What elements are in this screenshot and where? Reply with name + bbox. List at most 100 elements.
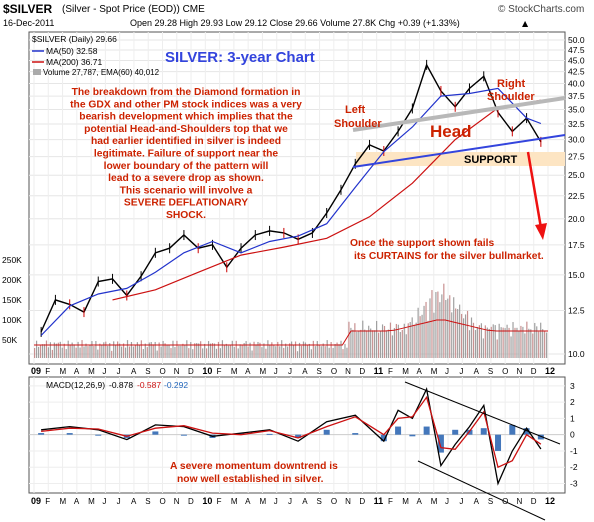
volume-bar xyxy=(120,346,123,358)
legend-volume-label: Volume 27,787, EMA(60) 40,012 xyxy=(43,68,160,77)
price-x-tick-label: J xyxy=(445,367,449,376)
volume-bar xyxy=(180,345,182,358)
volume-bar xyxy=(411,317,413,358)
momentum-label-2: now well established in silver. xyxy=(177,474,324,485)
volume-bar xyxy=(342,349,344,358)
macd-lower-trendline xyxy=(417,460,546,521)
volume-bar xyxy=(455,308,457,358)
volume-bar xyxy=(235,340,237,358)
price-x-tick-label: S xyxy=(488,367,493,376)
volume-bar xyxy=(41,344,44,358)
ma200-line xyxy=(112,99,542,301)
price-x-tick-label: D xyxy=(359,367,365,376)
volume-bar xyxy=(227,345,229,358)
support-band xyxy=(356,152,565,166)
price-x-tick-label: F xyxy=(45,367,50,376)
upper-neckline-trendline xyxy=(352,96,566,132)
volume-bar xyxy=(494,325,496,358)
macd-x-tick-label: O xyxy=(502,497,508,506)
volume-bar xyxy=(294,341,297,358)
volume-bar xyxy=(113,341,115,358)
price-x-tick-label: M xyxy=(259,367,266,376)
volume-bar xyxy=(518,330,520,358)
volume-bar xyxy=(401,329,403,358)
macd-x-tick-label: J xyxy=(102,497,106,506)
volume-bar xyxy=(488,328,490,358)
macd-y-tick-label: -1 xyxy=(570,446,578,456)
volume-bar xyxy=(130,341,133,358)
macd-legend: MACD(12,26,9) -0.878 -0.587 -0.292 xyxy=(46,380,188,390)
volume-bar xyxy=(221,340,224,358)
volume-bar xyxy=(213,343,216,358)
volume-bar xyxy=(393,328,395,358)
macd-gridlines xyxy=(29,377,565,493)
price-x-tick-label: 11 xyxy=(374,366,384,376)
right-shoulder-label-1: Right xyxy=(497,78,525,90)
volume-bar xyxy=(198,343,200,358)
volume-bar xyxy=(340,340,342,358)
volume-bar xyxy=(524,333,526,358)
volume-bar xyxy=(160,346,162,358)
macd-hist-bar xyxy=(152,431,159,435)
volume-bar xyxy=(328,347,330,358)
macd-x-tick-label: M xyxy=(431,497,438,506)
volume-bar xyxy=(51,349,53,358)
volume-bar xyxy=(279,346,281,358)
volume-bar xyxy=(85,343,87,358)
volume-bar xyxy=(273,345,275,358)
volume-bar xyxy=(522,326,524,358)
volume-bar xyxy=(115,345,117,358)
volume-bar xyxy=(433,312,435,358)
volume-bar xyxy=(267,340,269,358)
volume-bar xyxy=(405,334,407,358)
volume-bar xyxy=(119,343,121,358)
macd-x-tick-label: M xyxy=(60,497,67,506)
macd-y-tick-label: -2 xyxy=(570,462,578,472)
volume-bar xyxy=(231,340,233,358)
volume-bar xyxy=(209,343,212,358)
macd-x-tick-label: M xyxy=(231,497,238,506)
macd-x-tick-label: F xyxy=(388,497,393,506)
volume-bar xyxy=(514,327,516,358)
volume-bar xyxy=(261,347,263,358)
volume-bar xyxy=(403,323,405,358)
volume-bar xyxy=(425,301,427,358)
volume-bar xyxy=(287,346,289,358)
macd-y-tick-label: 1 xyxy=(570,413,575,423)
price-x-tick-label: J xyxy=(102,367,106,376)
volume-bar xyxy=(314,346,316,358)
price-y-tick-label: 42.5 xyxy=(568,67,585,77)
volume-bar xyxy=(190,342,192,358)
macd-hist-bar xyxy=(537,434,544,440)
volume-bar xyxy=(316,341,318,358)
volume-bar xyxy=(152,344,154,358)
macd-y-tick-label: 0 xyxy=(570,430,575,440)
volume-bar xyxy=(437,291,439,358)
volume-bars xyxy=(34,283,548,358)
volume-bar xyxy=(540,322,542,358)
volume-bar xyxy=(360,329,362,358)
price-y-tick-label: 45.0 xyxy=(568,56,585,66)
volume-bar xyxy=(124,347,127,358)
volume-bar xyxy=(57,342,59,358)
volume-bar xyxy=(376,320,378,358)
volume-bar xyxy=(526,321,528,358)
volume-bar xyxy=(241,344,243,358)
macd-x-tick-label: N xyxy=(345,497,351,506)
macd-hist-bar xyxy=(95,434,102,436)
volume-bar xyxy=(461,313,463,358)
macd-x-tick-label: S xyxy=(488,497,493,506)
price-x-tick-label: M xyxy=(231,367,238,376)
volume-bar xyxy=(512,322,514,358)
volume-bar xyxy=(356,331,358,358)
volume-bar xyxy=(204,343,206,358)
volume-bar xyxy=(445,300,447,358)
volume-bar xyxy=(109,343,111,358)
lower-support-trendline xyxy=(352,134,566,168)
volume-y-tick-label: 150K xyxy=(2,295,22,305)
price-y-tick-label: 20.0 xyxy=(568,214,585,224)
volume-bar xyxy=(520,325,522,358)
volume-bar xyxy=(306,345,309,358)
volume-bar xyxy=(126,340,129,358)
macd-hist-bar xyxy=(323,429,330,435)
